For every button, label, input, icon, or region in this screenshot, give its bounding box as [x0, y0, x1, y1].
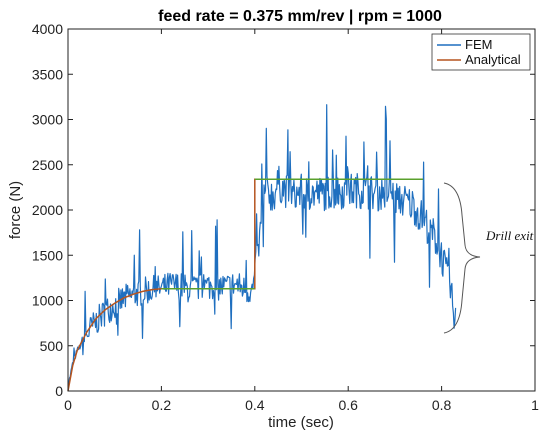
fem-line — [67, 104, 457, 390]
x-tick-label: 0.8 — [432, 397, 452, 413]
x-tick-label: 1 — [531, 397, 539, 413]
x-tick-label: 0 — [64, 397, 72, 413]
y-axis-ticks: 0 500 1000 1500 2000 2500 3000 3500 4000 — [32, 21, 535, 399]
x-tick-label: 0.4 — [245, 397, 265, 413]
x-axis-ticks: 0 0.2 0.4 0.6 0.8 1 — [64, 29, 539, 413]
analytical-series-line — [67, 178, 423, 392]
legend-box — [431, 33, 531, 71]
plot-area-frame — [67, 28, 536, 392]
y-tick-label: 4000 — [32, 21, 63, 37]
drill-exit-brace — [443, 182, 481, 334]
y-tick-label: 1500 — [32, 247, 63, 263]
chart-title: feed rate = 0.375 mm/rev | rpm = 1000 — [158, 8, 442, 25]
legend-fem-label: FEM — [465, 37, 492, 52]
y-tick-label: 3000 — [32, 112, 63, 128]
x-axis-label: time (sec) — [268, 414, 334, 431]
y-tick-label: 0 — [55, 383, 63, 399]
drill-exit-annotation: Drill exit — [485, 228, 534, 243]
y-tick-label: 1000 — [32, 293, 63, 309]
y-tick-label: 500 — [40, 338, 64, 354]
fem-series-line — [67, 104, 457, 390]
y-tick-label: 2000 — [32, 202, 63, 218]
y-tick-label: 3500 — [32, 66, 63, 82]
x-tick-label: 0.6 — [338, 397, 358, 413]
y-tick-label: 2500 — [32, 157, 63, 173]
y-axis-label: force (N) — [7, 181, 24, 239]
x-tick-label: 0.2 — [152, 397, 172, 413]
legend: FEM Analytical — [431, 33, 531, 71]
legend-analytical-label: Analytical — [465, 52, 521, 67]
